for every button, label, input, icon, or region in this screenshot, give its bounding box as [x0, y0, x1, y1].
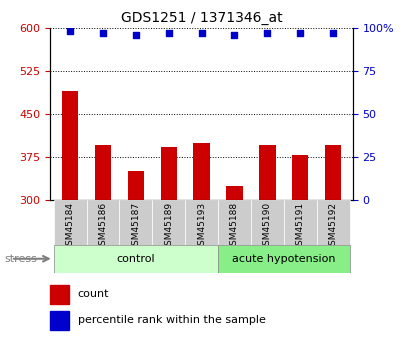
Text: control: control	[116, 254, 155, 264]
Text: GSM45184: GSM45184	[66, 202, 75, 252]
Text: GSM45190: GSM45190	[263, 202, 272, 252]
Text: acute hypotension: acute hypotension	[232, 254, 336, 264]
Point	[67, 28, 74, 34]
Bar	[152, 200, 185, 245]
Bar	[160, 147, 177, 200]
Point	[100, 30, 106, 36]
Text: GSM45187: GSM45187	[131, 202, 140, 252]
Bar	[218, 200, 251, 245]
Point	[330, 30, 336, 36]
Point	[231, 32, 238, 37]
Bar	[87, 200, 119, 245]
Bar	[54, 200, 87, 245]
Bar	[325, 146, 341, 200]
Bar	[54, 245, 218, 273]
Text: GSM45193: GSM45193	[197, 202, 206, 252]
Bar	[185, 200, 218, 245]
Title: GDS1251 / 1371346_at: GDS1251 / 1371346_at	[121, 11, 282, 25]
Point	[132, 32, 139, 37]
Bar	[50, 285, 68, 304]
Bar	[259, 146, 276, 200]
Text: GSM45192: GSM45192	[328, 202, 338, 252]
Text: percentile rank within the sample: percentile rank within the sample	[78, 315, 265, 325]
Bar	[128, 171, 144, 200]
Bar	[62, 91, 79, 200]
Text: count: count	[78, 289, 109, 299]
Bar	[50, 311, 68, 330]
Bar	[251, 200, 284, 245]
Point	[297, 30, 304, 36]
Bar	[226, 186, 243, 200]
Point	[264, 30, 271, 36]
Bar	[317, 200, 349, 245]
Text: GSM45191: GSM45191	[296, 202, 304, 252]
Text: GSM45188: GSM45188	[230, 202, 239, 252]
Bar	[292, 155, 308, 200]
Point	[165, 30, 172, 36]
Bar	[95, 146, 111, 200]
Point	[198, 30, 205, 36]
Text: stress: stress	[4, 254, 37, 264]
Bar	[193, 142, 210, 200]
Text: GSM45186: GSM45186	[99, 202, 108, 252]
Text: GSM45189: GSM45189	[164, 202, 173, 252]
Bar	[119, 200, 152, 245]
Bar	[218, 245, 349, 273]
Bar	[284, 200, 317, 245]
